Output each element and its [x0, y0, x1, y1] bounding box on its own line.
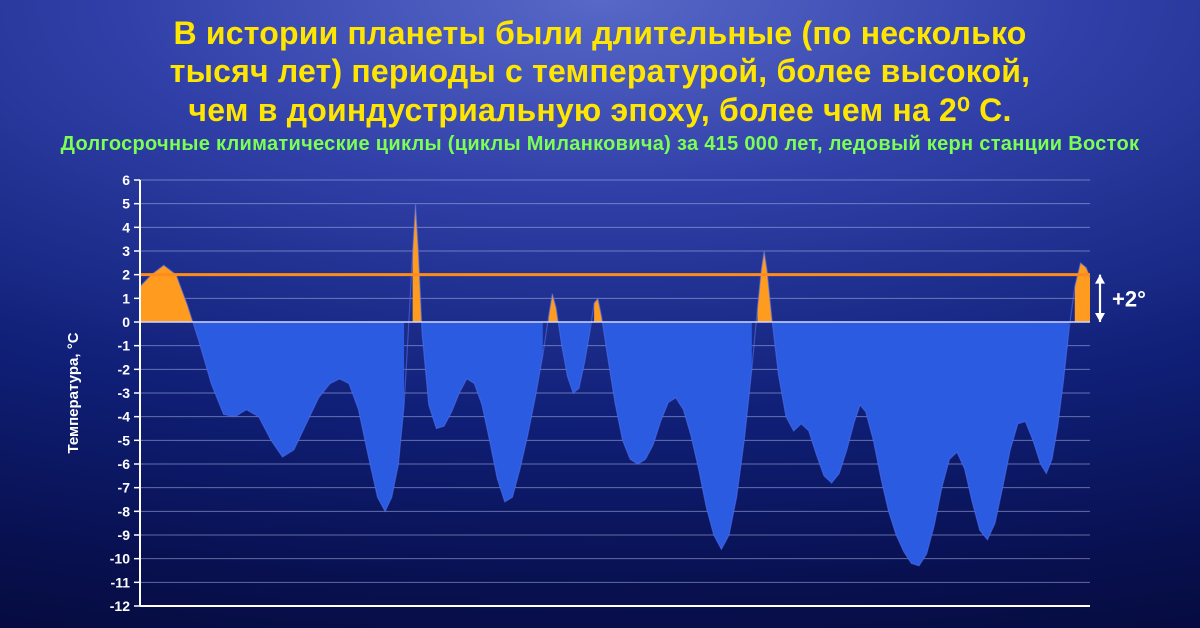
- y-tick-label: -5: [118, 432, 131, 448]
- y-tick-label: -9: [118, 527, 131, 543]
- title-line-1: В истории планеты были длительные (по не…: [28, 14, 1172, 52]
- chart-subtitle: Долгосрочные климатические циклы (циклы …: [0, 131, 1200, 156]
- y-tick-label: 2: [122, 267, 130, 283]
- y-tick-label: -2: [118, 361, 131, 377]
- y-tick-label: 6: [122, 172, 130, 188]
- chart-title: В истории планеты были длительные (по не…: [0, 0, 1200, 131]
- y-tick-label: -8: [118, 503, 131, 519]
- y-tick-label: 1: [122, 290, 130, 306]
- y-tick-label: -10: [110, 551, 130, 567]
- y-tick-label: -1: [118, 338, 131, 354]
- y-tick-label: 5: [122, 196, 130, 212]
- title-line-3: чем в доиндустриальную эпоху, более чем …: [28, 91, 1172, 129]
- y-tick-label: 0: [122, 314, 130, 330]
- y-tick-label: -3: [118, 385, 131, 401]
- y-tick-label: -12: [110, 598, 130, 614]
- threshold-label: +2°: [1112, 286, 1146, 311]
- y-tick-label: 4: [122, 219, 130, 235]
- area-above-zero: [140, 204, 1090, 322]
- y-axis-label: Температура, °C: [65, 332, 82, 453]
- arrowhead-down-icon: [1095, 313, 1105, 322]
- y-tick-label: -7: [118, 480, 131, 496]
- y-tick-label: -6: [118, 456, 131, 472]
- area-below-zero: [193, 322, 1069, 566]
- y-tick-label: 3: [122, 243, 130, 259]
- y-tick-label: -11: [111, 574, 131, 590]
- arrowhead-up-icon: [1095, 275, 1105, 284]
- climate-chart: 6 5 4 3 2 1 0 -1 -2 -3 -4 -5 -6 -7 -8 -9 -10 -11 -12 Темпер…: [60, 170, 1160, 618]
- y-tick-label: -4: [118, 409, 131, 425]
- title-line-2: тысяч лет) периоды с температурой, более…: [28, 52, 1172, 90]
